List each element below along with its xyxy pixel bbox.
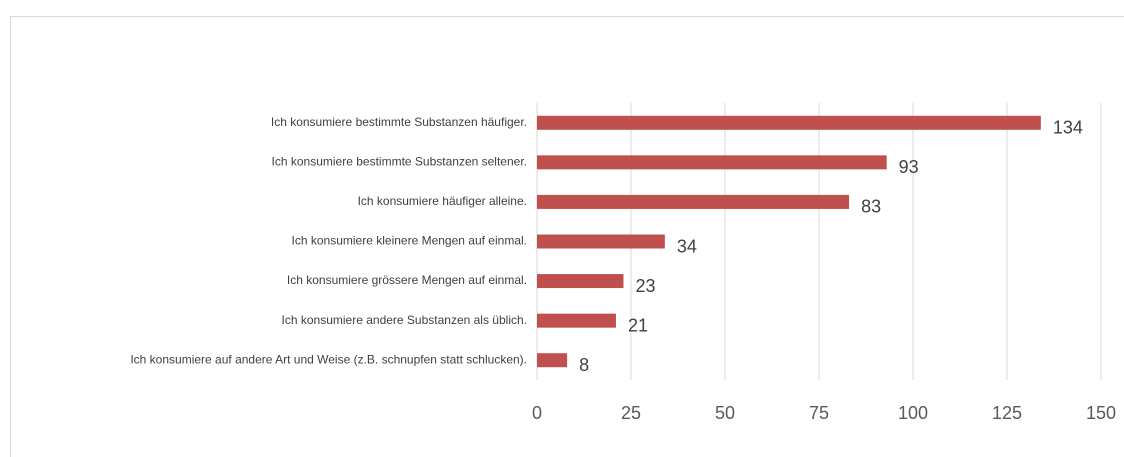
x-tick-label: 25 [621, 403, 641, 423]
bar [537, 155, 887, 170]
x-tick-label: 0 [532, 403, 542, 423]
data-label: 83 [861, 197, 881, 217]
y-tick-label: Ich konsumiere auf andere Art und Weise … [130, 352, 527, 366]
data-label: 21 [628, 315, 648, 335]
x-tick-label: 75 [809, 403, 829, 423]
data-label: 8 [579, 355, 589, 375]
y-tick-label: Ich konsumiere bestimmte Substanzen häuf… [271, 115, 527, 129]
data-label: 34 [677, 236, 697, 256]
y-tick-label: Ich konsumiere kleinere Mengen auf einma… [292, 234, 527, 248]
bar [537, 313, 616, 328]
x-tick-label: 150 [1086, 403, 1116, 423]
bar [537, 274, 624, 289]
chart-frame [10, 16, 1124, 457]
y-tick-label: Ich konsumiere andere Substanzen als übl… [282, 313, 527, 327]
data-label: 134 [1053, 118, 1083, 138]
bar [537, 353, 568, 368]
bar [537, 194, 850, 209]
y-tick-label: Ich konsumiere häufiger alleine. [358, 194, 527, 208]
x-tick-label: 50 [715, 403, 735, 423]
x-tick-label: 125 [992, 403, 1022, 423]
data-label: 23 [635, 276, 655, 296]
y-tick-label: Ich konsumiere grössere Mengen auf einma… [287, 273, 527, 287]
bar [537, 115, 1041, 130]
data-label: 93 [899, 157, 919, 177]
bar [537, 234, 665, 249]
y-tick-label: Ich konsumiere bestimmte Substanzen selt… [272, 155, 527, 169]
x-tick-label: 100 [898, 403, 928, 423]
